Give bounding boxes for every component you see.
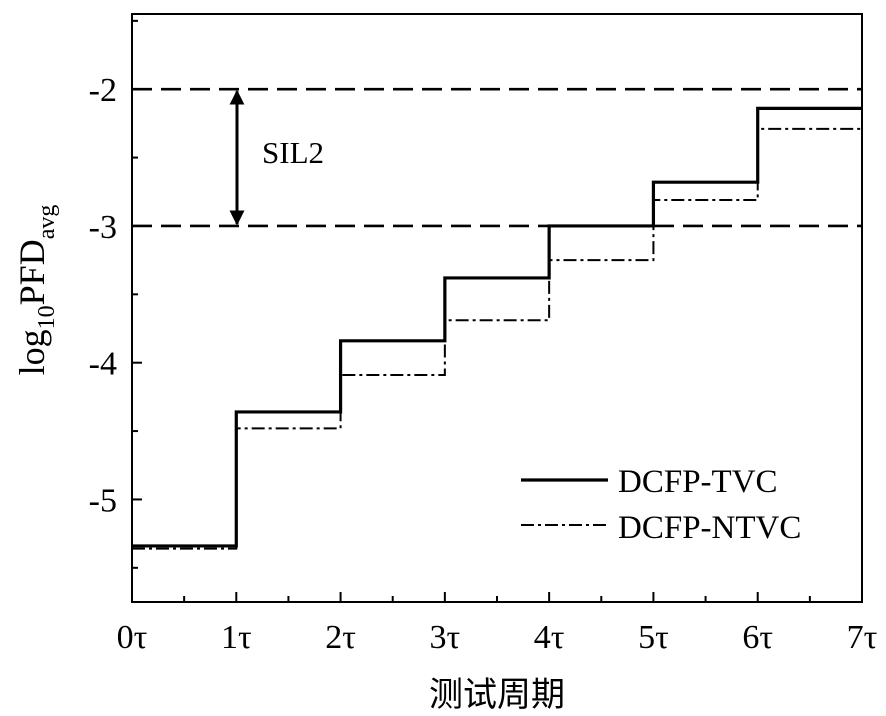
y-axis-title-base: log (12, 329, 52, 375)
y-tick-label: -4 (89, 346, 117, 383)
y-axis-title-sub1: 10 (34, 305, 60, 329)
y-axis-title-sub2: avg (34, 205, 60, 240)
series-line-tvc (132, 106, 862, 548)
reference-lines (132, 87, 862, 228)
y-tick-label: -5 (89, 482, 117, 519)
x-tick-label: 1τ (221, 619, 252, 656)
x-tick-label: 0τ (117, 619, 148, 656)
y-axis: -5 -4 -3 -2 (89, 19, 142, 569)
legend-label-tvc: DCFP-TVC (618, 464, 778, 500)
y-axis-title: log10PFDavg (12, 205, 60, 376)
legend: DCFP-TVC DCFP-NTVC (521, 464, 801, 546)
series-line-ntvc (132, 127, 862, 550)
x-tick-label: 7τ (847, 619, 878, 656)
legend-label-ntvc: DCFP-NTVC (618, 510, 801, 546)
y-tick-label: -2 (89, 72, 117, 109)
x-tick-label: 3τ (430, 619, 461, 656)
sil2-annotation: SIL2 (229, 89, 324, 226)
x-tick-label: 6τ (742, 619, 773, 656)
x-tick-label: 4τ (534, 619, 565, 656)
x-axis: 0τ 1τ 2τ 3τ 4τ 5τ 6τ 7τ (117, 592, 878, 656)
x-tick-label: 2τ (325, 619, 356, 656)
y-axis-title-main: PFD (12, 239, 52, 305)
sil2-label: SIL2 (262, 135, 324, 170)
x-axis-title: 测试周期 (429, 675, 565, 715)
x-tick-label: 5τ (638, 619, 669, 656)
y-tick-label: -3 (89, 209, 117, 246)
series-layer (132, 106, 862, 550)
